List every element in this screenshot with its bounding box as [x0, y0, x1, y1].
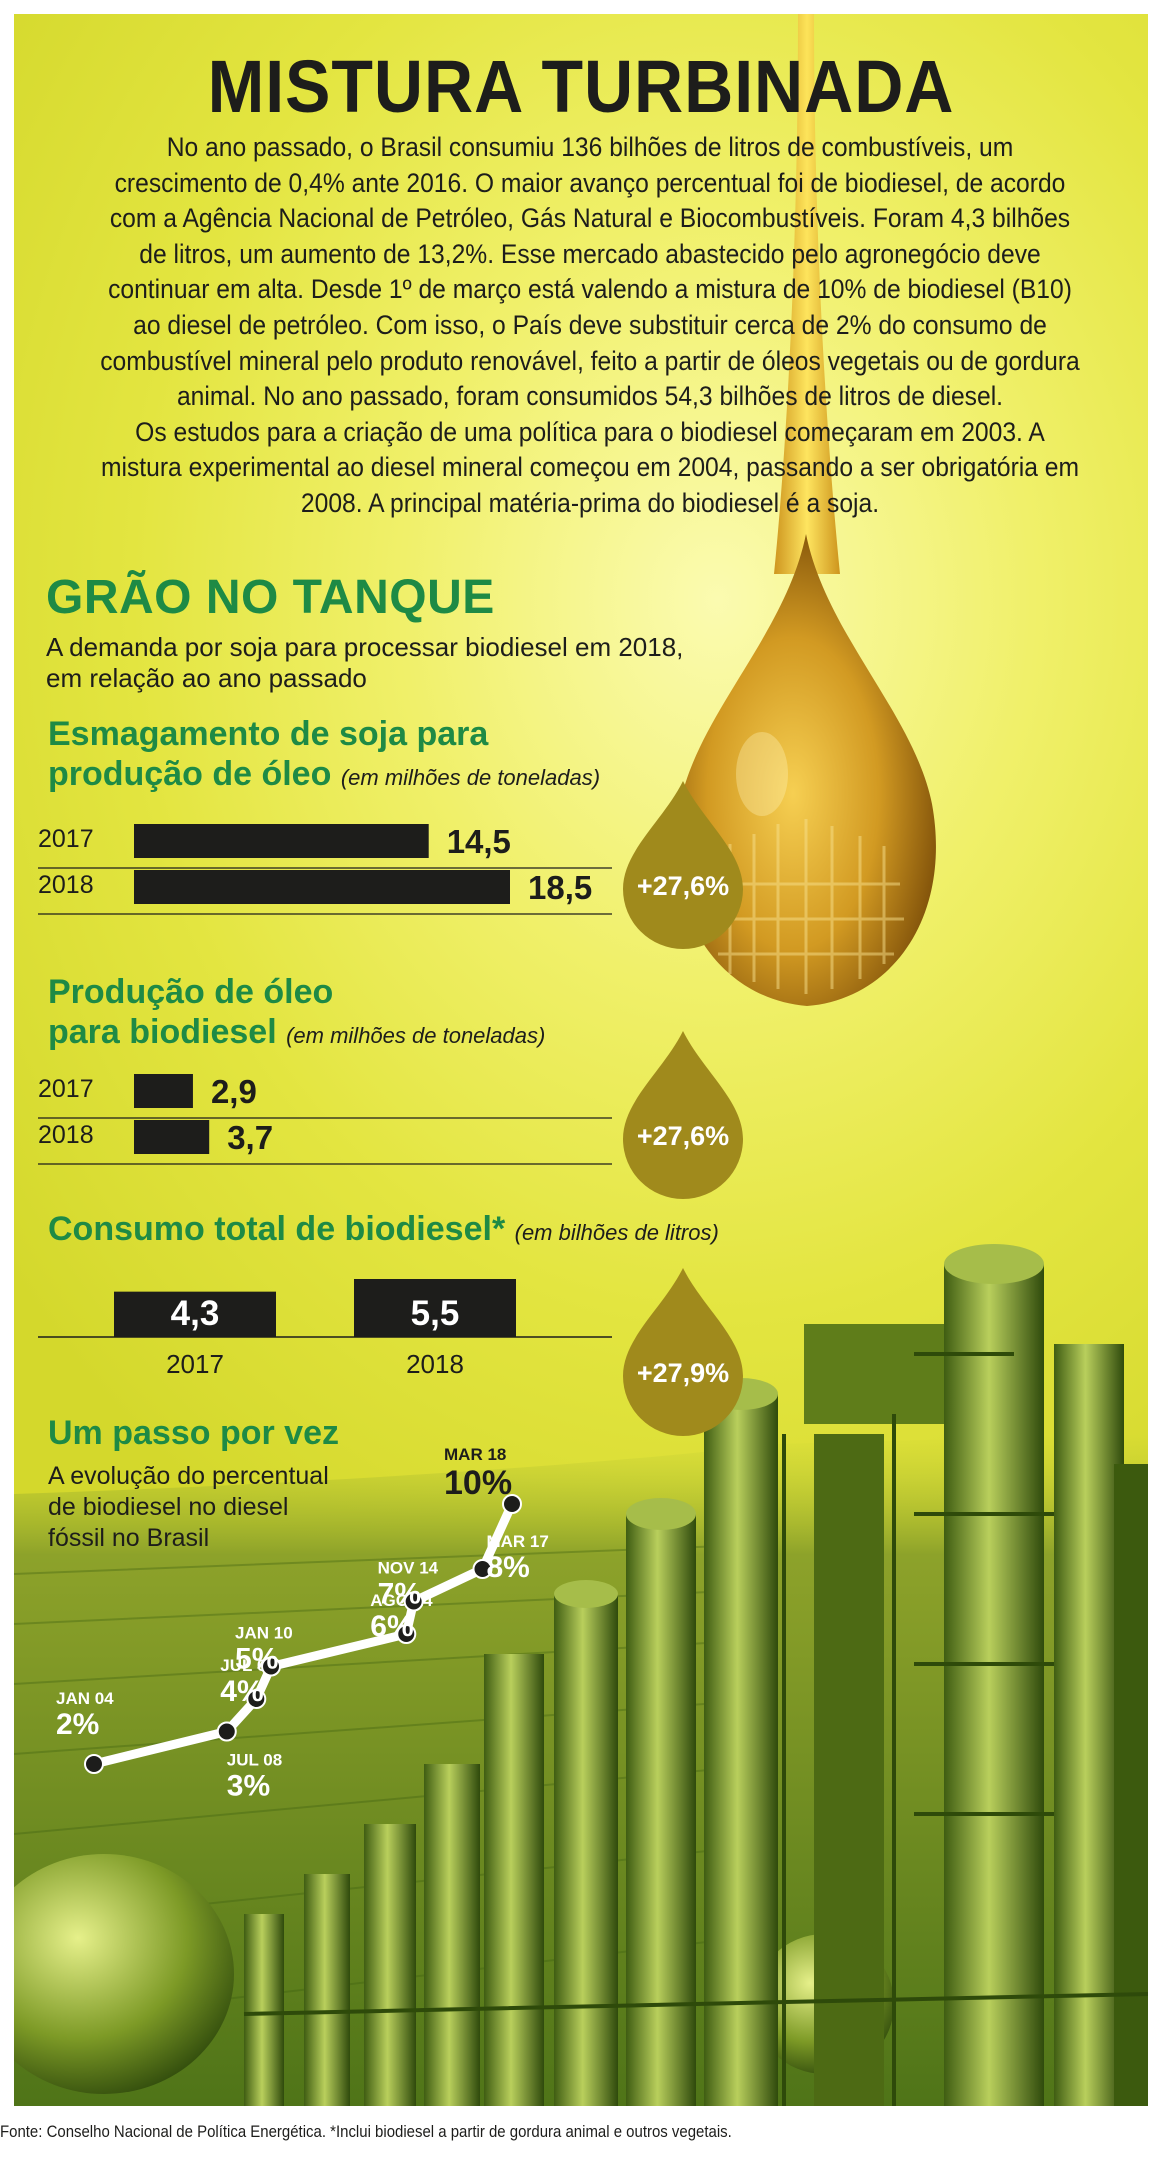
chart2-value-label: 2,9 [211, 1073, 257, 1110]
chart3-value-label: 5,5 [411, 1294, 460, 1333]
chart3-bar [354, 1279, 516, 1337]
chart4-date-label: MAR 18 [444, 1445, 506, 1464]
chart1-value-label: 18,5 [528, 869, 592, 906]
charts-layer: 2017 14,5 2018 18,5 +27,6% 2017 2,9 2018 3,7 +27,… [38, 781, 743, 1803]
background-illustration [14, 14, 1148, 2106]
chart4-value-label: 6% [370, 1610, 413, 1643]
chart4-date-label: NOV 14 [378, 1559, 439, 1578]
section-subtitle-line-2: em relação ao ano passado [46, 663, 367, 693]
chart1-title-line-2: produção de óleo [48, 755, 332, 793]
chart2-change-label: +27,6% [637, 1121, 729, 1151]
infographic-panel: MISTURA TURBINADA No ano passado, o Bras… [14, 14, 1148, 2106]
footer-source: Fonte: Conselho Nacional de Política Ene… [0, 2122, 732, 2141]
chart3-category-label: 2018 [406, 1349, 464, 1379]
chart2-unit: (em milhões de toneladas) [286, 1023, 546, 1048]
chart3-title-text: Consumo total de biodiesel [48, 1210, 492, 1248]
intro-paragraph-2: Os estudos para a criação de uma polític… [100, 416, 1080, 518]
page-title: MISTURA TURBINADA [207, 45, 955, 128]
section-title: GRÃO NO TANQUE [46, 571, 495, 624]
intro-paragraph-1: No ano passado, o Brasil consumiu 136 bi… [100, 132, 1080, 412]
chart3-value-label: 4,3 [171, 1294, 220, 1333]
chart4-point [396, 1624, 417, 1644]
chart4-value-label: 4% [220, 1675, 263, 1708]
chart4-value-label: 2% [56, 1708, 99, 1741]
chart2-bar [134, 1074, 193, 1108]
chart4-date-label: JAN 04 [56, 1689, 114, 1708]
chart1-bar [134, 824, 429, 858]
chart3-bar [114, 1291, 276, 1337]
chart1-category-label: 2017 [38, 825, 94, 853]
chart4-value-label: 3% [227, 1770, 270, 1803]
chart4-value-label: 10% [444, 1464, 512, 1502]
chart4-point [472, 1559, 493, 1579]
chart4-subtitle-line: fóssil no Brasil [48, 1524, 209, 1552]
chart4-subtitle-line: de biodiesel no diesel [48, 1493, 288, 1521]
chart1-title-line-1: Esmagamento de soja para [48, 715, 489, 753]
chart2-drop [623, 1031, 743, 1199]
chart4-date-label: JUL 08 [227, 1751, 282, 1770]
chart1-title: Esmagamento de soja para produção de óle… [48, 714, 600, 798]
chart4-point [84, 1754, 104, 1774]
chart2-bar [134, 1120, 210, 1154]
chart4-point [246, 1689, 267, 1709]
chart4-point [502, 1494, 522, 1514]
storage-sphere-left [14, 1854, 234, 2094]
chart1-bar [134, 870, 510, 904]
chart4-date-label: MAR 17 [486, 1532, 548, 1551]
chart4-value-label: 7% [378, 1578, 421, 1611]
chart2-category-label: 2018 [38, 1121, 94, 1149]
chart3-asterisk: * [491, 1210, 506, 1248]
chart2-title-line-2: para biodiesel [48, 1013, 277, 1051]
chart1-unit: (em milhões de toneladas) [340, 765, 601, 790]
chart2-category-label: 2017 [38, 1075, 94, 1103]
chart1-category-label: 2018 [38, 871, 94, 899]
field-rows [14, 1543, 775, 2025]
chart4-value-label: 8% [486, 1551, 529, 1584]
chart3-unit: (em bilhões de litros) [514, 1220, 719, 1245]
chart2-title-line-1: Produção de óleo [48, 973, 334, 1011]
chart2-title: Produção de óleo para biodiesel (em milh… [48, 972, 545, 1056]
chart4-point [403, 1591, 424, 1612]
section-subtitle-line-1: A demanda por soja para processar biodie… [46, 632, 684, 662]
chart4-point [261, 1656, 282, 1677]
chart1-value-label: 14,5 [447, 823, 511, 860]
chart3-drop [623, 1268, 743, 1436]
section-subtitle: A demanda por soja para processar biodie… [46, 632, 683, 694]
chart4-date-label: JAN 10 [235, 1624, 293, 1643]
chart3-change-label: +27,9% [637, 1358, 729, 1388]
chart4-title: Um passo por vez [48, 1414, 339, 1452]
chart2-value-label: 3,7 [227, 1119, 273, 1156]
chart3-title: Consumo total de biodiesel* (em bilhões … [48, 1209, 719, 1253]
intro-text: No ano passado, o Brasil consumiu 136 bi… [97, 130, 1083, 522]
refinery-towers [244, 1244, 1148, 2106]
drop-highlight [736, 732, 788, 816]
oil-stream [774, 14, 840, 574]
chart1-change-label: +27,6% [637, 871, 729, 901]
chart4-subtitle-line: A evolução do percentual [48, 1462, 329, 1490]
chart4-point [216, 1721, 237, 1742]
chart1-drop [623, 781, 743, 949]
chart4-value-label: 5% [235, 1643, 278, 1676]
refinery-pipes [243, 1352, 1148, 2106]
chart3-category-label: 2017 [166, 1349, 224, 1379]
